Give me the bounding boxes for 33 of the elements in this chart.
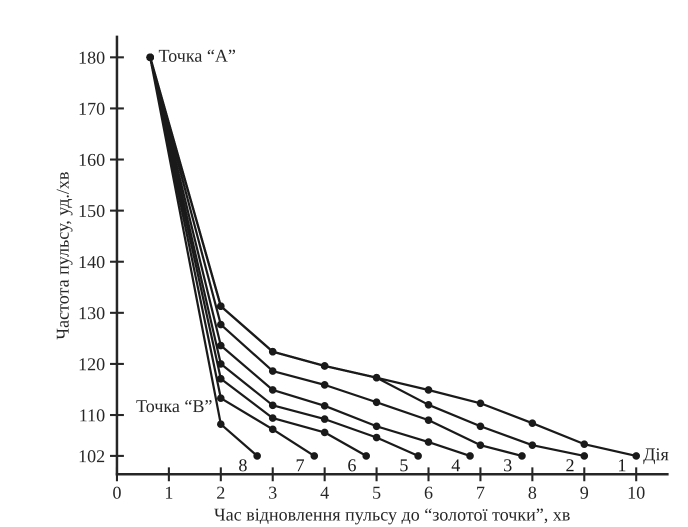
x-tick-label: 7 <box>477 486 484 499</box>
y-tick-label: 120 <box>80 358 104 370</box>
annotation: Дія <box>643 448 668 464</box>
series-label: 3 <box>504 459 512 472</box>
series-label: 7 <box>296 459 304 472</box>
x-tick-label: 2 <box>217 486 224 499</box>
y-tick-label: 150 <box>80 204 104 218</box>
x-tick-label: 8 <box>528 486 536 499</box>
y-axis-title: Частота пульсу, уд./хв <box>56 172 73 340</box>
x-tick-label: 6 <box>424 486 432 499</box>
x-tick-label: 10 <box>628 486 645 499</box>
series-label: 1 <box>619 459 626 472</box>
series-label: 2 <box>566 459 574 472</box>
y-tick-label: 140 <box>80 256 104 268</box>
series-label: 4 <box>452 459 460 472</box>
x-tick-label: 3 <box>269 486 277 499</box>
series-label: 5 <box>400 459 408 472</box>
y-tick-label: 180 <box>80 52 104 64</box>
y-tick-label: 170 <box>80 102 104 115</box>
x-axis-title: Час відновлення пульсу до “золотої точки”, хв <box>214 508 570 524</box>
x-tick-label: 5 <box>373 486 380 499</box>
y-tick-label: 110 <box>80 409 104 422</box>
x-tick-label: 4 <box>320 486 329 499</box>
series-label: 8 <box>239 459 247 472</box>
x-tick-label: 9 <box>580 486 588 499</box>
annotation: Точка “A” <box>158 50 236 62</box>
y-tick-label: 160 <box>80 154 104 166</box>
y-tick-label: 102 <box>80 450 104 462</box>
annotation: Точка “B” <box>136 400 212 412</box>
y-tick-label: 130 <box>80 307 104 320</box>
x-tick-label: 1 <box>166 486 172 499</box>
series-label: 6 <box>348 459 356 472</box>
x-tick-label: 0 <box>113 486 121 499</box>
